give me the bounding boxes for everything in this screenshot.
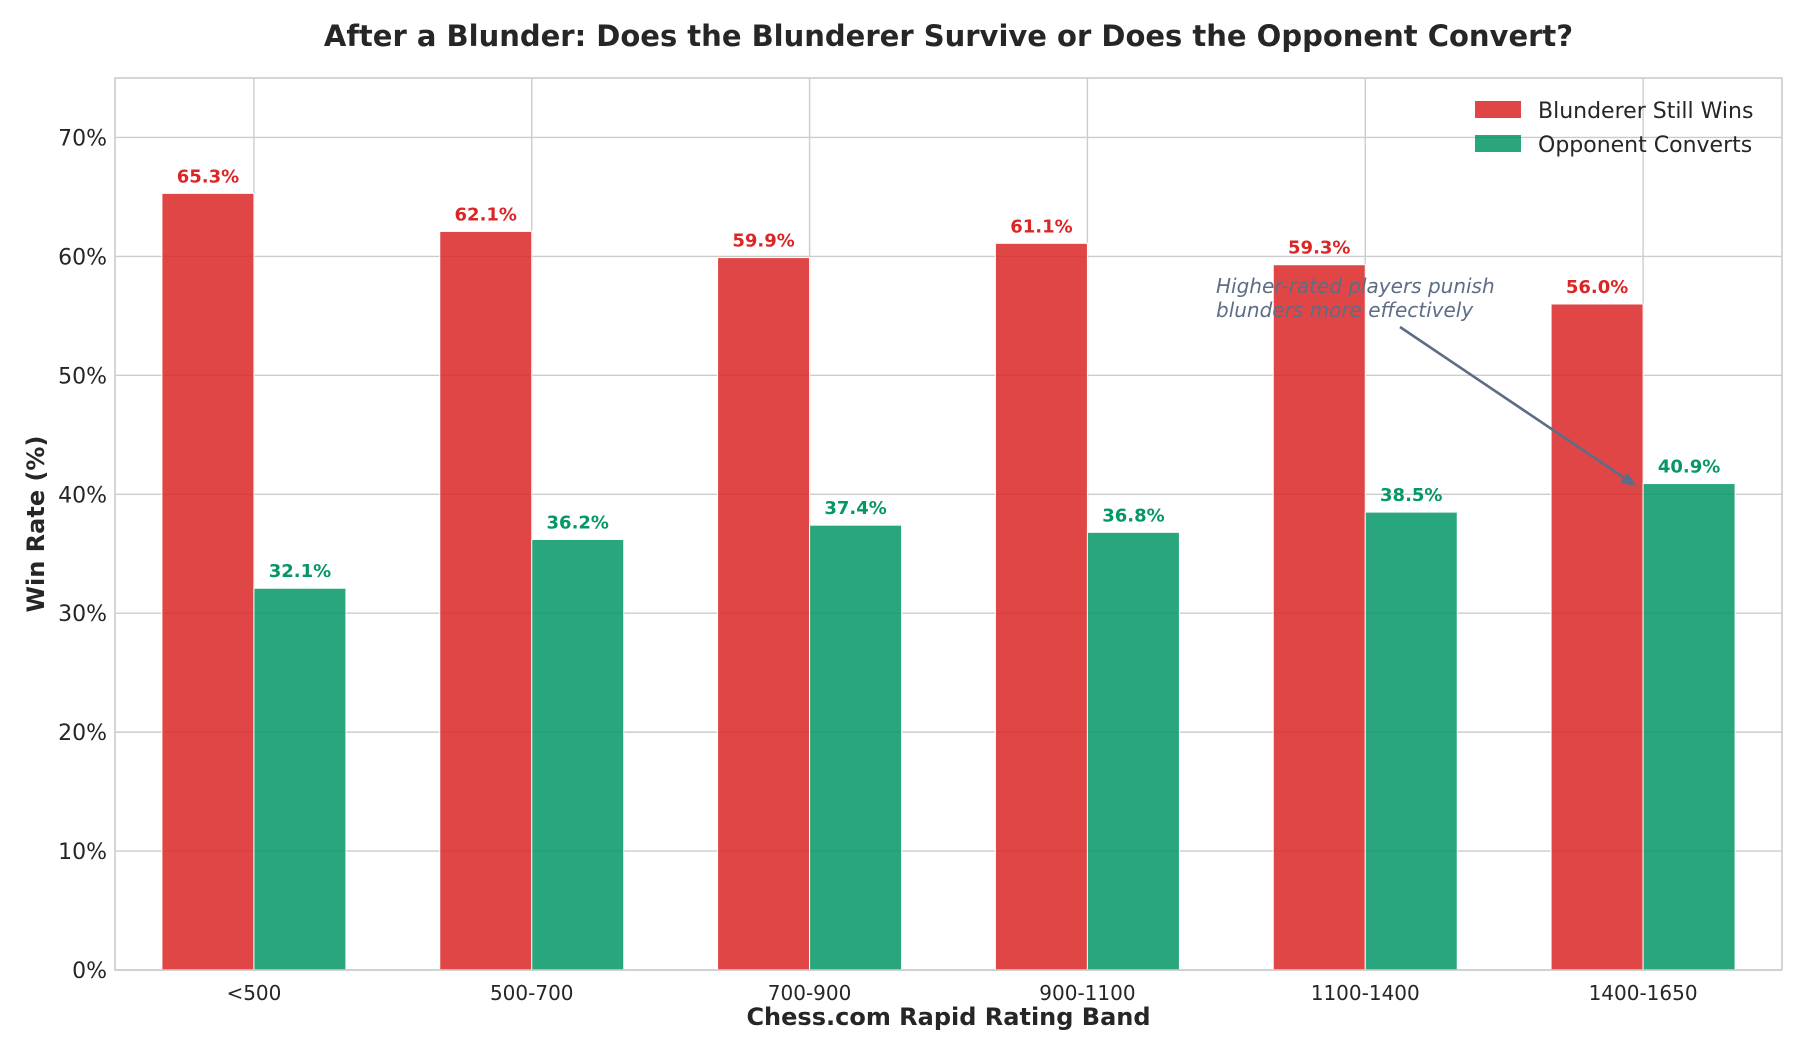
data-label-blunderer-wins: 59.3% [1288,238,1350,259]
y-tick-label: 60% [58,245,107,270]
x-tick-label: 1100-1400 [1311,981,1420,1005]
data-label-blunderer-wins: 59.9% [732,231,794,252]
x-tick-label: 900-1100 [1039,981,1135,1005]
legend-label-opponent-converts: Opponent Converts [1538,133,1752,158]
bar-blunderer-wins [439,230,533,971]
bar-blunderer-wins [161,192,255,971]
legend-swatch-blunderer-wins [1475,101,1521,118]
x-ticks: <500 500-700 700-900 900-1100 1100-1400 1400-… [226,981,1697,1005]
x-tick-label: <500 [226,981,281,1005]
y-tick-label: 50% [58,364,107,389]
bar-blunderer-wins [1272,264,1366,971]
bar-opponent-converts [1364,511,1458,971]
x-tick-label: 500-700 [490,981,574,1005]
y-ticks: 0% 10% 20% 30% 40% 50% 60% 70% [58,126,107,984]
annotation-text-line-2: blunders more effectively [1216,298,1474,322]
y-tick-label: 20% [58,721,107,746]
bars [161,192,1736,971]
data-labels: 65.3% 62.1% 59.9% 61.1% 59.3% 56.0% 32.1% 36.2%… [177,166,1721,582]
annotation-arrow-head [1620,472,1638,487]
y-axis-label: Win Rate (%) [22,436,50,613]
bar-blunderer-wins [994,242,1088,971]
data-label-opponent-converts: 38.5% [1380,485,1442,506]
y-tick-label: 0% [72,959,107,984]
x-axis-label: Chess.com Rapid Rating Band [746,1003,1150,1031]
y-tick-label: 10% [58,840,107,865]
data-label-opponent-converts: 32.1% [269,561,331,582]
data-label-blunderer-wins: 62.1% [455,204,517,225]
plot-frame [114,77,1783,971]
legend-label-blunderer-wins: Blunderer Still Wins [1538,99,1753,124]
x-tick-label: 700-900 [768,981,852,1005]
data-label-opponent-converts: 36.8% [1102,505,1164,526]
legend-swatch-opponent-converts [1475,135,1521,152]
bar-opponent-converts [253,587,347,971]
bar-opponent-converts [1086,531,1180,971]
legend: Blunderer Still Wins Opponent Converts [1475,99,1753,158]
chart-title: After a Blunder: Does the Blunderer Surv… [324,19,1573,53]
y-tick-label: 30% [58,602,107,627]
annotation-text-line-1: Higher-rated players punish [1216,274,1495,298]
x-tick-label: 1400-1650 [1589,981,1698,1005]
data-label-blunderer-wins: 61.1% [1010,216,1072,237]
data-label-opponent-converts: 36.2% [547,512,609,533]
bar-opponent-converts [1642,483,1736,971]
data-label-opponent-converts: 40.9% [1658,457,1720,478]
annotation: Higher-rated players punish blunders mor… [1216,274,1638,487]
y-tick-label: 40% [58,483,107,508]
data-label-blunderer-wins: 56.0% [1566,277,1628,298]
bar-opponent-converts [809,524,903,971]
bar-blunderer-wins [1550,303,1644,971]
data-label-blunderer-wins: 65.3% [177,166,239,187]
bar-opponent-converts [531,538,625,971]
annotation-arrow [1399,325,1625,479]
data-label-opponent-converts: 37.4% [824,498,886,519]
bar-blunderer-wins [717,257,811,971]
y-tick-label: 70% [58,126,107,151]
